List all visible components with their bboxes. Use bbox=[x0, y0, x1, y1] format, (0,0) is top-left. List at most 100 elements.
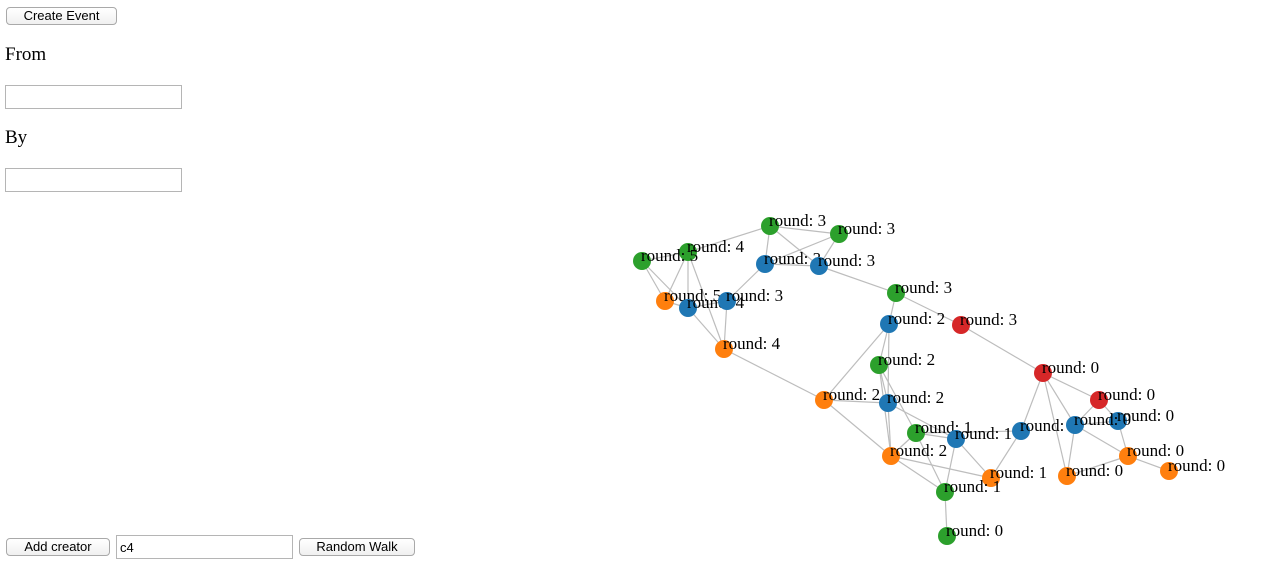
event-node-label: round: 3 bbox=[838, 219, 895, 238]
event-node[interactable]: round: 3 bbox=[756, 249, 821, 273]
event-node[interactable]: round: 5 bbox=[633, 246, 698, 270]
creator-input[interactable] bbox=[116, 535, 293, 559]
event-node-dot[interactable] bbox=[952, 316, 970, 334]
event-node-dot[interactable] bbox=[1109, 412, 1127, 430]
event-node[interactable]: round: 0 bbox=[938, 521, 1003, 545]
event-node-dot[interactable] bbox=[907, 424, 925, 442]
event-node-dot[interactable] bbox=[1090, 391, 1108, 409]
event-node[interactable]: round: 0 bbox=[1090, 385, 1155, 409]
event-node-label: round: 1 bbox=[944, 477, 1001, 496]
event-node-dot[interactable] bbox=[938, 527, 956, 545]
event-node-dot[interactable] bbox=[1160, 462, 1178, 480]
event-node-dot[interactable] bbox=[1012, 422, 1030, 440]
event-node-label: round: 4 bbox=[687, 237, 745, 256]
event-node-dot[interactable] bbox=[830, 225, 848, 243]
event-node-label: round: 0 bbox=[1074, 410, 1131, 429]
event-node-label: round: 0 bbox=[1066, 461, 1123, 480]
event-node-dot[interactable] bbox=[633, 252, 651, 270]
event-node-label: round: 3 bbox=[769, 211, 826, 230]
event-node-label: round: 3 bbox=[960, 310, 1017, 329]
event-node-dot[interactable] bbox=[1066, 416, 1084, 434]
event-node[interactable]: round: 1 bbox=[982, 463, 1047, 487]
event-node[interactable]: round: 5 bbox=[656, 286, 721, 310]
event-node-dot[interactable] bbox=[882, 447, 900, 465]
event-node[interactable]: round: 4 bbox=[715, 334, 781, 358]
event-node-dot[interactable] bbox=[870, 356, 888, 374]
event-node-dot[interactable] bbox=[982, 469, 1000, 487]
event-node-dot[interactable] bbox=[756, 255, 774, 273]
create-event-button[interactable]: Create Event bbox=[6, 7, 117, 25]
event-node-label: round: 0 bbox=[1042, 358, 1099, 377]
event-node-dot[interactable] bbox=[880, 315, 898, 333]
random-walk-button[interactable]: Random Walk bbox=[299, 538, 415, 556]
event-node[interactable]: round: 2 bbox=[879, 388, 944, 412]
graph-edge bbox=[1042, 372, 1100, 401]
event-node-label: round: 0 bbox=[1020, 416, 1077, 435]
by-label: By bbox=[5, 127, 28, 148]
event-node-dot[interactable] bbox=[679, 243, 697, 261]
event-node[interactable]: round: 3 bbox=[952, 310, 1017, 334]
event-node-label: round: 2 bbox=[887, 388, 944, 407]
event-node-label: round: 3 bbox=[726, 286, 783, 305]
event-node[interactable]: round: 0 bbox=[1058, 461, 1123, 485]
event-node-dot[interactable] bbox=[656, 292, 674, 310]
event-node[interactable]: round: 2 bbox=[882, 441, 947, 465]
event-node-label: round: 2 bbox=[823, 385, 880, 404]
event-node-dot[interactable] bbox=[947, 430, 965, 448]
event-node-label: round: 4 bbox=[723, 334, 781, 353]
by-field[interactable] bbox=[5, 168, 182, 192]
event-node[interactable]: round: 1 bbox=[936, 477, 1001, 501]
event-node[interactable]: round: 2 bbox=[815, 385, 880, 409]
graph-edge bbox=[723, 348, 825, 401]
event-node-label: round: 0 bbox=[1127, 441, 1184, 460]
event-node-label: round: 3 bbox=[895, 278, 952, 297]
event-node-dot[interactable] bbox=[1058, 467, 1076, 485]
event-node-dot[interactable] bbox=[761, 217, 779, 235]
event-node[interactable]: round: 3 bbox=[810, 251, 875, 275]
event-node-dot[interactable] bbox=[879, 394, 897, 412]
event-node[interactable]: round: 0 bbox=[1034, 358, 1099, 382]
from-label: From bbox=[5, 44, 47, 65]
event-node-label: round: 0 bbox=[1168, 456, 1225, 475]
graph-edges bbox=[641, 225, 1170, 537]
event-node-dot[interactable] bbox=[679, 299, 697, 317]
event-node-label: round: 0 bbox=[946, 521, 1003, 540]
event-node-label: round: 2 bbox=[878, 350, 935, 369]
event-node-label: round: 2 bbox=[888, 309, 945, 328]
event-node[interactable]: round: 0 bbox=[1012, 416, 1077, 440]
event-node[interactable]: round: 3 bbox=[718, 286, 783, 310]
event-node-dot[interactable] bbox=[887, 284, 905, 302]
from-field[interactable] bbox=[5, 85, 182, 109]
event-node[interactable]: round: 3 bbox=[761, 211, 826, 235]
graph-edge bbox=[818, 265, 897, 294]
event-node-label: round: 0 bbox=[1098, 385, 1155, 404]
event-node-dot[interactable] bbox=[1119, 447, 1137, 465]
event-node-label: round: 5 bbox=[664, 286, 721, 305]
event-node-dot[interactable] bbox=[718, 292, 736, 310]
event-node[interactable]: round: 4 bbox=[679, 237, 745, 261]
event-node[interactable]: round: 2 bbox=[880, 309, 945, 333]
graph-edge bbox=[890, 455, 946, 493]
graph-edge bbox=[960, 324, 1044, 374]
event-node[interactable]: round: 0 bbox=[1119, 441, 1184, 465]
event-node-label: round: 5 bbox=[641, 246, 698, 265]
event-node-label: round: 1 bbox=[955, 424, 1012, 443]
event-node[interactable]: round: 0 bbox=[1160, 456, 1225, 480]
add-creator-button[interactable]: Add creator bbox=[6, 538, 110, 556]
event-node[interactable]: round: 2 bbox=[870, 350, 935, 374]
event-node[interactable]: round: 0 bbox=[1066, 410, 1131, 434]
event-node[interactable]: round: 3 bbox=[887, 278, 952, 302]
event-node-dot[interactable] bbox=[936, 483, 954, 501]
event-node-label: round: 3 bbox=[818, 251, 875, 270]
event-node-dot[interactable] bbox=[810, 257, 828, 275]
event-node[interactable]: round: 1 bbox=[947, 424, 1012, 448]
event-node-dot[interactable] bbox=[1034, 364, 1052, 382]
event-node-label: round: 3 bbox=[764, 249, 821, 268]
event-node[interactable]: round: 0 bbox=[1109, 406, 1174, 430]
event-node-dot[interactable] bbox=[815, 391, 833, 409]
event-node-label: round: 1 bbox=[990, 463, 1047, 482]
event-node[interactable]: round: 3 bbox=[830, 219, 895, 243]
event-node-dot[interactable] bbox=[715, 340, 733, 358]
